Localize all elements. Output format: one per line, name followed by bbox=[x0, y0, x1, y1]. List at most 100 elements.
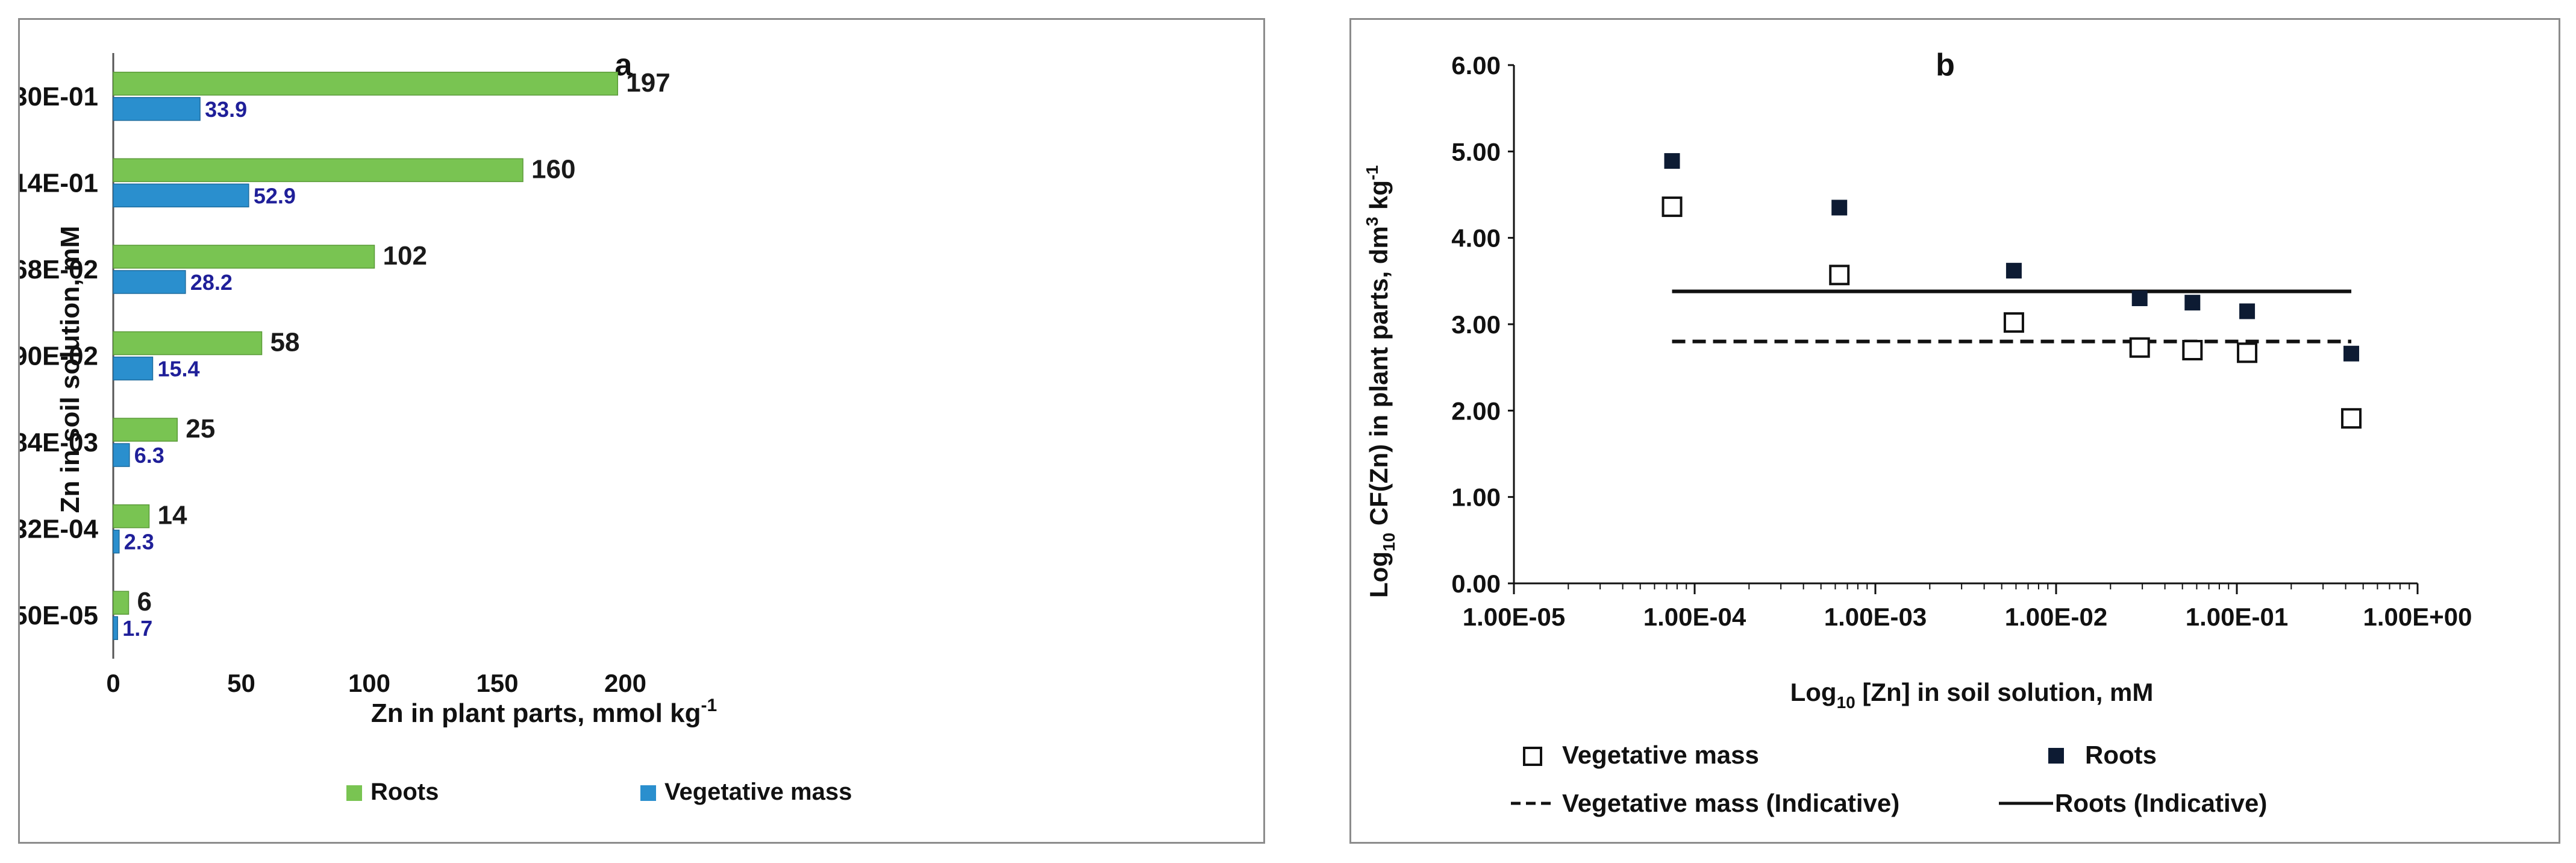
label-vegetative-1: 52.9 bbox=[254, 183, 296, 208]
bar-roots-0 bbox=[113, 72, 618, 96]
point-vegetative-4 bbox=[2182, 340, 2203, 360]
label-vegetative-4: 6.3 bbox=[134, 443, 164, 468]
bar-chart-svg: a 19733.916052.910228.25815.4256.3142.36… bbox=[0, 48, 852, 805]
bar-roots-5 bbox=[113, 504, 150, 529]
b-y-label-sup1: 3 bbox=[1363, 217, 1381, 227]
point-roots-3 bbox=[2131, 290, 2148, 306]
legend-a: Roots Vegetative mass bbox=[346, 779, 852, 805]
chart-title-b: b bbox=[1936, 48, 1955, 83]
point-roots-0 bbox=[1664, 153, 1680, 169]
a-x-tick-0: 0 bbox=[106, 669, 120, 697]
b-axes: 0.00 1.00 2.00 3.00 4.00 5.00 6.00 1.00E-05 1.00… bbox=[1451, 51, 2472, 631]
a-x-axis-label-main: Zn in plant parts, mmol kg bbox=[371, 698, 701, 728]
b-x-label-post: [Zn] in soil solution, mM bbox=[1855, 678, 2154, 706]
label-roots-0: 197 bbox=[626, 68, 670, 98]
b-x-tick-4: 1.00E-01 bbox=[2186, 603, 2288, 631]
b-x-tick-1: 1.00E-04 bbox=[1643, 603, 1746, 631]
bar-roots-2 bbox=[113, 245, 375, 269]
bar-roots-3 bbox=[113, 331, 263, 356]
category-label-5: 6.32E-04 bbox=[20, 515, 99, 544]
legend-label-roots-indicative: Roots (Indicative) bbox=[2055, 789, 2267, 817]
point-vegetative-3 bbox=[2129, 337, 2150, 358]
b-y-label-sub: 10 bbox=[1380, 533, 1398, 551]
point-roots-5 bbox=[2239, 303, 2256, 319]
b-y-label-pre: Log bbox=[1365, 551, 1393, 598]
b-y-tick-0: 0.00 bbox=[1451, 570, 1501, 598]
label-roots-2: 102 bbox=[383, 241, 427, 271]
b-y-tick-4: 4.00 bbox=[1451, 224, 1501, 253]
bar-vegetative-6 bbox=[113, 616, 118, 640]
a-y-axis-label: Zn in soil solution, mM bbox=[55, 226, 85, 513]
b-y-tick-3: 3.00 bbox=[1451, 310, 1501, 339]
b-points bbox=[1662, 153, 2362, 429]
bar-vegetative-0 bbox=[113, 97, 201, 121]
bar-roots-6 bbox=[113, 591, 130, 615]
point-vegetative-1 bbox=[1829, 265, 1850, 286]
legend-label-vegetative-indicative: Vegetative mass (Indicative) bbox=[1562, 789, 1899, 817]
a-x-axis-label-sup: -1 bbox=[701, 695, 717, 715]
label-roots-3: 58 bbox=[270, 328, 300, 357]
point-vegetative-2 bbox=[2003, 312, 2024, 333]
legend-b: Vegetative mass Roots Vegetative mass (I… bbox=[1511, 741, 2267, 817]
category-label-1: 1.14E-01 bbox=[20, 168, 98, 198]
a-x-tick-2: 100 bbox=[348, 669, 390, 697]
label-roots-5: 14 bbox=[158, 501, 187, 530]
bar-roots-1 bbox=[113, 158, 524, 183]
b-x-tick-5: 1.00E+00 bbox=[2363, 603, 2472, 631]
legend-swatch-vegetative-mass bbox=[640, 785, 656, 801]
label-vegetative-6: 1.7 bbox=[122, 616, 152, 641]
point-roots-2 bbox=[2005, 263, 2022, 279]
b-x-label-sub: 10 bbox=[1837, 693, 1855, 712]
label-vegetative-0: 33.9 bbox=[205, 97, 247, 122]
a-x-axis-label: Zn in plant parts, mmol kg-1 bbox=[371, 695, 717, 728]
legend-label-vegetative-mass-b: Vegetative mass bbox=[1562, 741, 1759, 769]
b-y-tick-1: 1.00 bbox=[1451, 483, 1501, 512]
b-y-tick-5: 5.00 bbox=[1451, 137, 1501, 166]
label-vegetative-5: 2.3 bbox=[124, 530, 154, 554]
point-roots-6 bbox=[2343, 345, 2360, 362]
label-vegetative-3: 15.4 bbox=[157, 357, 199, 381]
category-label-6: 7.50E-05 bbox=[20, 601, 98, 630]
legend-swatch-roots bbox=[346, 785, 362, 801]
b-y-tick-2: 2.00 bbox=[1451, 397, 1501, 425]
legend-marker-roots bbox=[2048, 748, 2064, 764]
point-vegetative-5 bbox=[2237, 342, 2258, 363]
b-x-axis-label: Log10 [Zn] in soil solution, mM bbox=[1790, 678, 2154, 712]
legend-label-roots: Roots bbox=[370, 779, 439, 805]
chart-panel-a: a 197 33.9 160 52.9 102 28.2 58 15.4 25 6.3 14 2.3 6… bbox=[0, 18, 1265, 844]
scatter-chart-svg: b 0.00 1.00 2.00 3.00 4.00 5.00 6.00 1.00E-05 1.… bbox=[1363, 48, 2472, 817]
bar-roots-4 bbox=[113, 418, 178, 442]
a-x-ticks: 0 50 100 150 200 bbox=[106, 669, 646, 697]
chart-panel-b: b 0.00 1.00 2.00 3.00 4.00 5.00 6.00 1.00E-05 1.… bbox=[1349, 18, 2560, 844]
category-label-0: 4.30E-01 bbox=[20, 82, 98, 111]
bar-vegetative-1 bbox=[113, 183, 249, 208]
label-roots-1: 160 bbox=[531, 154, 575, 184]
a-bars: 197 33.9 160 52.9 102 28.2 58 15.4 25 6.3 142.3 61.… bbox=[113, 68, 671, 641]
bar-vegetative-4 bbox=[113, 443, 130, 467]
b-y-tick-6: 6.00 bbox=[1451, 51, 1501, 80]
a-x-tick-3: 150 bbox=[476, 669, 518, 697]
b-y-axis-label: Log10 CF(Zn) in plant parts, dm3 kg-1 bbox=[1363, 165, 1398, 598]
bar-vegetative-2 bbox=[113, 270, 186, 294]
point-roots-1 bbox=[1831, 199, 1848, 216]
b-y-label-mid: CF(Zn) in plant parts, dm bbox=[1365, 226, 1393, 533]
b-indicative-lines bbox=[1672, 289, 2352, 344]
b-x-tick-2: 1.00E-03 bbox=[1824, 603, 1927, 631]
label-roots-4: 25 bbox=[186, 414, 215, 444]
b-x-tick-3: 1.00E-02 bbox=[2005, 603, 2107, 631]
b-x-tick-0: 1.00E-05 bbox=[1463, 603, 1565, 631]
a-x-tick-1: 50 bbox=[227, 669, 255, 697]
b-y-label-sup2: -1 bbox=[1363, 165, 1381, 180]
a-x-tick-4: 200 bbox=[604, 669, 646, 697]
legend-label-roots-b: Roots bbox=[2085, 741, 2157, 769]
b-y-label-mid2: kg bbox=[1365, 180, 1393, 217]
b-x-label-pre: Log bbox=[1790, 678, 1837, 706]
legend-label-vegetative-mass: Vegetative mass bbox=[664, 779, 852, 805]
legend-marker-vegetative-mass bbox=[1523, 747, 1542, 766]
bar-vegetative-3 bbox=[113, 356, 154, 381]
point-vegetative-0 bbox=[1662, 196, 1683, 218]
label-roots-6: 6 bbox=[137, 587, 152, 617]
point-vegetative-6 bbox=[2341, 408, 2362, 429]
bar-vegetative-5 bbox=[113, 529, 120, 554]
point-roots-4 bbox=[2184, 295, 2201, 311]
